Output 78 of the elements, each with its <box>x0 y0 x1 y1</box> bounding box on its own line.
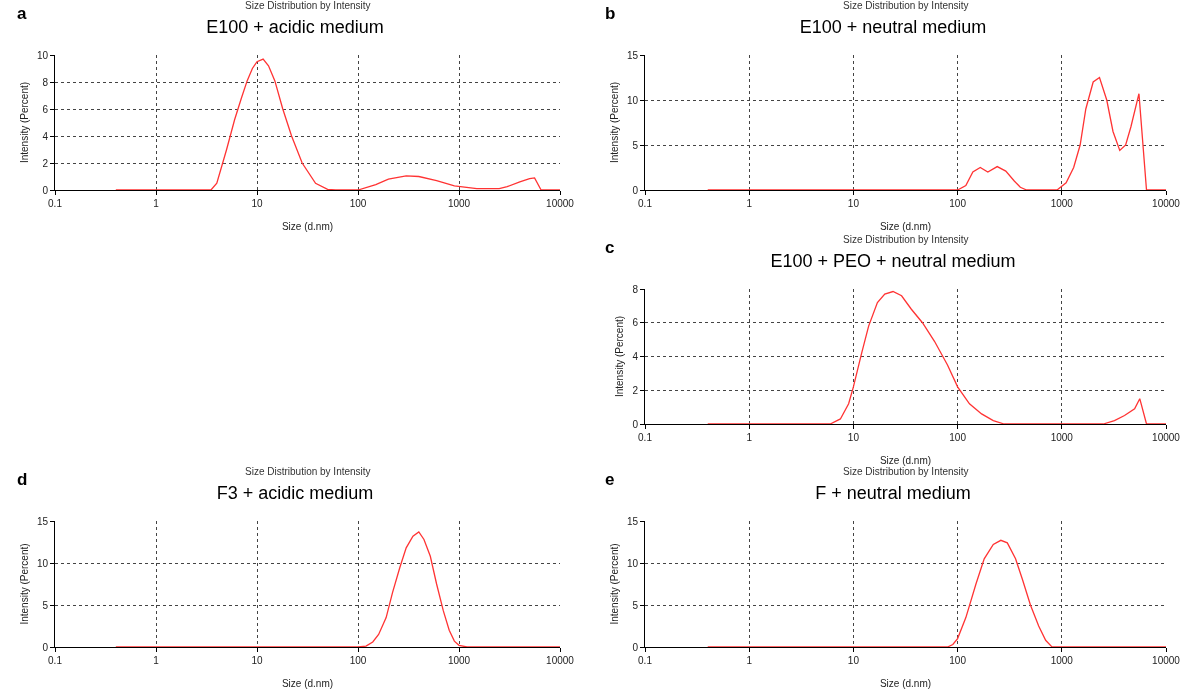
x-tick-label: 10 <box>847 198 860 209</box>
x-axis-title: Size (d.nm) <box>281 221 334 232</box>
y-axis-title: Intensity (Percent) <box>608 543 620 625</box>
x-tick-label: 1 <box>746 432 753 443</box>
y-tick-label: 10 <box>626 94 639 106</box>
y-tick-label: 15 <box>626 515 639 527</box>
x-tick-label: 1000 <box>447 655 471 666</box>
x-tick-label: 1 <box>746 655 753 666</box>
chart-title: F + neutral medium <box>815 483 971 503</box>
y-axis-title: Intensity (Percent) <box>18 81 30 164</box>
x-tick-label: 1 <box>746 198 753 209</box>
x-tick-label: 0.1 <box>638 655 653 666</box>
chart-title: E100 + PEO + neutral medium <box>770 251 1016 271</box>
y-tick-label: 5 <box>42 599 49 611</box>
x-tick-label: 10000 <box>1152 432 1181 443</box>
x-tick-label: 1000 <box>447 198 471 209</box>
x-tick-label: 100 <box>949 432 967 443</box>
y-axis-title: Intensity (Percent) <box>608 81 620 164</box>
x-tick-label: 0.1 <box>48 655 63 666</box>
x-tick-label: 1 <box>153 655 160 666</box>
y-tick-label: 0 <box>42 184 49 196</box>
x-tick-label: 1 <box>153 198 160 209</box>
y-tick-label: 0 <box>42 641 49 653</box>
x-tick-label: 0.1 <box>48 198 63 209</box>
x-tick-label: 10000 <box>1152 655 1181 666</box>
chart-title: E100 + neutral medium <box>799 17 987 37</box>
chart-title: E100 + acidic medium <box>206 17 384 37</box>
chart-subtitle: Size Distribution by Intensity <box>245 0 371 11</box>
y-tick-label: 0 <box>632 641 639 653</box>
y-tick-label: 15 <box>36 515 49 527</box>
y-tick-label: 10 <box>36 557 49 569</box>
x-tick-label: 1000 <box>1050 432 1074 443</box>
text: b <box>605 4 616 23</box>
chart-subtitle: Size Distribution by Intensity <box>843 234 969 245</box>
x-axis-title: Size (d.nm) <box>879 455 932 466</box>
x-tick-label: 10000 <box>1152 198 1181 209</box>
x-tick-label: 10000 <box>546 655 575 666</box>
text: c <box>605 238 615 257</box>
x-axis-title: Size (d.nm) <box>281 678 334 689</box>
y-tick-label: 6 <box>42 103 49 115</box>
y-tick-label: 5 <box>632 139 639 151</box>
y-tick-label: 6 <box>632 317 639 329</box>
x-tick-label: 10 <box>251 655 263 666</box>
chart-subtitle: Size Distribution by Intensity <box>843 0 969 11</box>
text: d <box>17 470 28 489</box>
y-tick-label: 10 <box>626 557 639 569</box>
y-tick-label: 8 <box>42 76 49 88</box>
y-tick-label: 10 <box>36 49 49 61</box>
x-tick-label: 100 <box>949 655 967 666</box>
y-tick-label: 15 <box>626 49 639 61</box>
y-tick-label: 0 <box>632 418 639 430</box>
y-tick-label: 4 <box>42 130 49 142</box>
chart-subtitle: Size Distribution by Intensity <box>843 466 969 477</box>
x-tick-label: 1000 <box>1050 655 1074 666</box>
y-tick-label: 5 <box>632 599 639 611</box>
x-axis-title: Size (d.nm) <box>879 221 932 232</box>
x-tick-label: 0.1 <box>638 198 653 209</box>
y-tick-label: 8 <box>632 283 639 295</box>
x-tick-label: 100 <box>349 655 367 666</box>
x-tick-label: 10 <box>847 432 860 443</box>
y-tick-label: 0 <box>632 184 639 196</box>
x-tick-label: 10000 <box>546 198 575 209</box>
x-tick-label: 1000 <box>1050 198 1074 209</box>
x-axis-title: Size (d.nm) <box>879 678 932 689</box>
x-tick-label: 0.1 <box>638 432 653 443</box>
y-axis-title: Intensity (Percent) <box>18 543 30 625</box>
chart-title: F3 + acidic medium <box>216 483 374 503</box>
text: e <box>605 470 615 489</box>
y-axis-title: Intensity (Percent) <box>614 315 626 398</box>
y-tick-label: 2 <box>42 157 49 169</box>
y-tick-label: 2 <box>632 384 639 396</box>
text: a <box>17 4 27 23</box>
y-tick-label: 4 <box>632 351 639 362</box>
x-tick-label: 10 <box>847 655 860 666</box>
x-tick-label: 100 <box>349 198 367 209</box>
x-tick-label: 10 <box>251 198 263 209</box>
x-tick-label: 100 <box>949 198 967 209</box>
chart-subtitle: Size Distribution by Intensity <box>245 466 371 477</box>
